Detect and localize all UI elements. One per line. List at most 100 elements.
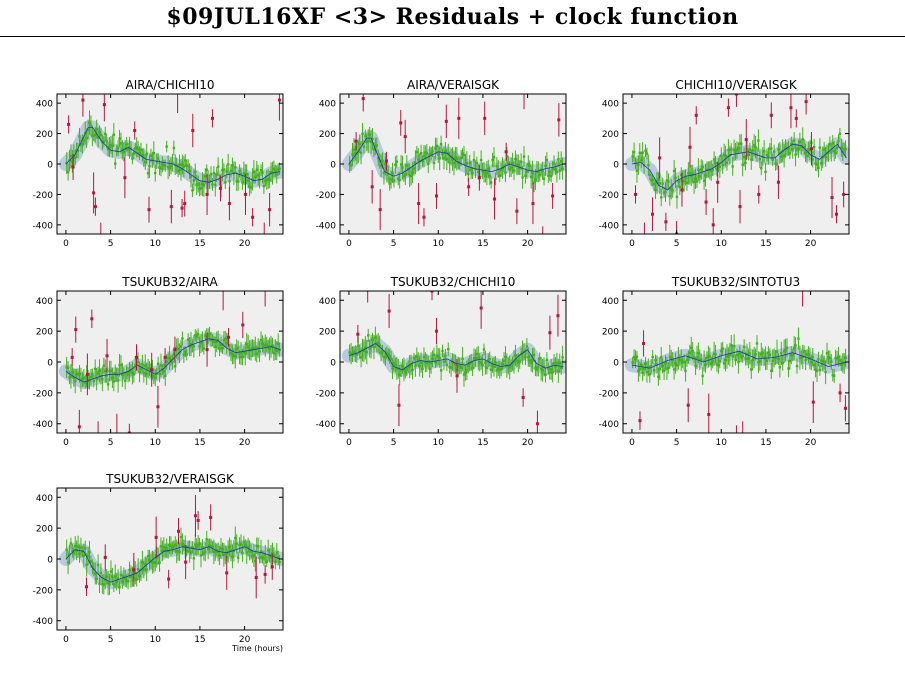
good-point [661, 364, 664, 368]
good-point [651, 179, 654, 182]
good-point [475, 352, 479, 356]
flagged-point [769, 113, 773, 117]
good-point [672, 368, 676, 371]
good-point [429, 152, 433, 155]
good-point [272, 553, 276, 556]
good-point [524, 355, 527, 358]
good-point [225, 170, 228, 173]
good-point [677, 357, 680, 360]
panel-title: TSUKUB32/SINTOTU3 [671, 275, 800, 289]
good-point [156, 362, 160, 365]
good-point [362, 349, 366, 352]
flagged-residuals [634, 94, 846, 234]
good-point [206, 547, 210, 551]
good-point [367, 139, 370, 143]
good-point [135, 578, 138, 581]
good-point [792, 139, 796, 142]
good-point [136, 567, 140, 571]
good-point [471, 171, 474, 175]
clock-function-line [348, 343, 564, 371]
good-point [81, 378, 84, 381]
good-point [775, 350, 779, 353]
good-point [425, 152, 429, 155]
good-point [222, 553, 226, 557]
panel-aira-chichi10: -400 -200 0 200 400 0 5 10 15 20 AIRA/CHICHI10 [33, 78, 284, 249]
good-point [482, 171, 486, 174]
flagged-point [642, 341, 646, 345]
flagged-point [263, 572, 267, 576]
good-point [244, 352, 247, 355]
good-point [792, 347, 796, 350]
good-point [111, 376, 114, 380]
good-residuals [65, 326, 281, 394]
good-point [398, 178, 401, 182]
good-point [632, 150, 636, 154]
x-tick-label: 10 [433, 438, 445, 448]
good-point [69, 542, 73, 545]
x-tick-label: 10 [716, 239, 728, 249]
good-point [122, 575, 126, 578]
flagged-point [744, 138, 748, 142]
good-point [800, 145, 803, 149]
good-point [276, 342, 280, 345]
good-point [119, 573, 123, 577]
good-point [214, 183, 217, 187]
good-point [708, 355, 712, 358]
good-point [216, 165, 220, 168]
flagged-point [757, 192, 761, 196]
flagged-point [704, 200, 708, 204]
good-point [660, 356, 663, 359]
good-point [245, 172, 248, 176]
good-point [505, 155, 509, 158]
good-point [148, 165, 151, 168]
good-point [549, 174, 553, 178]
good-point [201, 340, 204, 343]
good-point [497, 367, 500, 370]
good-point [814, 162, 817, 165]
good-point [126, 373, 130, 376]
good-point [458, 364, 461, 368]
flagged-point [417, 202, 421, 206]
good-point [748, 352, 752, 355]
good-point [135, 146, 138, 149]
good-point [814, 368, 817, 371]
good-point [195, 545, 198, 549]
good-point [451, 157, 454, 161]
good-point [72, 376, 75, 379]
good-point [108, 583, 111, 586]
good-point [661, 182, 664, 185]
good-point [119, 142, 123, 145]
good-point [537, 170, 540, 173]
flagged-point [493, 197, 497, 201]
good-point [158, 561, 161, 564]
good-point [557, 369, 560, 373]
good-point [114, 162, 117, 165]
good-point [196, 332, 200, 336]
good-point [242, 541, 246, 544]
good-point [152, 151, 156, 155]
y-tick-label: 0 [613, 161, 619, 171]
x-tick-label: 0 [346, 438, 352, 448]
good-point [469, 168, 473, 172]
good-point [108, 145, 111, 149]
good-point [737, 146, 740, 150]
good-point [128, 370, 131, 373]
good-point [377, 156, 380, 160]
good-point [194, 170, 197, 174]
good-point [650, 178, 653, 182]
good-point [229, 351, 233, 354]
good-point [399, 369, 403, 372]
good-point [652, 369, 656, 372]
y-tick-label: 400 [36, 100, 53, 110]
good-point [222, 168, 226, 171]
good-point [760, 167, 763, 170]
good-point [730, 344, 733, 347]
flagged-point [167, 577, 171, 581]
good-point [367, 334, 370, 337]
good-point [96, 136, 100, 139]
flagged-point [70, 355, 74, 359]
good-point [842, 362, 846, 365]
good-point [481, 363, 484, 367]
good-point [198, 345, 201, 348]
good-point [527, 163, 530, 166]
